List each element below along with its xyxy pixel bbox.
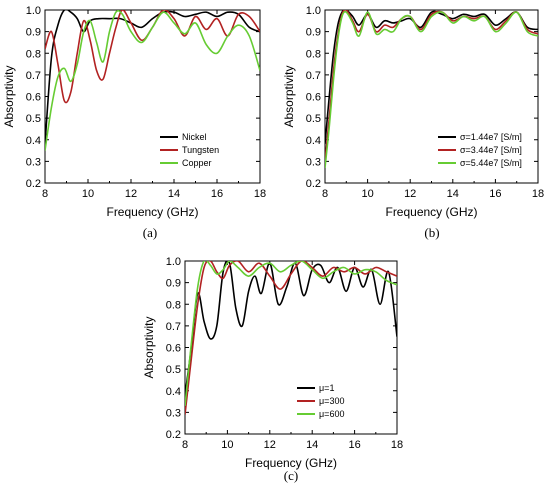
legend-label: μ=1 <box>319 383 334 393</box>
y-tick-label: 0.4 <box>166 386 181 398</box>
x-tick-label: 12 <box>125 188 137 200</box>
legend-label: σ=5.44e7 [S/m] <box>460 158 522 168</box>
x-tick-label: 18 <box>391 439 403 451</box>
x-tick-label: 8 <box>42 188 48 200</box>
y-tick-label: 0.5 <box>26 113 41 125</box>
y-tick-label: 0.7 <box>166 321 181 333</box>
y-tick-label: 0.8 <box>306 48 321 60</box>
series-line-3 <box>185 261 397 406</box>
chart-panel-3: 8 10 12 14 16 18 0.2 0.3 0.4 0.5 0.6 0.7 0.8 0.9 1.0 Fr… <box>142 256 403 483</box>
series-line-1 <box>45 10 260 145</box>
x-axis-label: Frequency (GHz) <box>385 205 477 219</box>
x-tick-label: 12 <box>264 439 276 451</box>
series-line-2 <box>185 261 397 415</box>
panel-label: (c) <box>284 468 298 483</box>
series-line-3 <box>45 10 260 151</box>
x-tick-label: 16 <box>211 188 223 200</box>
x-tick-label: 18 <box>532 188 544 200</box>
x-tick-label: 16 <box>489 188 501 200</box>
x-tick-label: 14 <box>168 188 180 200</box>
y-axis-label: Absorptivity <box>2 65 16 127</box>
series-line-3 <box>325 10 538 168</box>
y-tick-label: 0.7 <box>26 70 41 82</box>
chart-panel-2: 8 10 12 14 16 18 0.2 0.3 0.4 0.5 0.6 0.7 0.8 0.9 1.0 Fr… <box>282 5 544 240</box>
y-tick-label: 0.6 <box>306 92 321 104</box>
y-tick-label: 0.5 <box>306 113 321 125</box>
x-tick-label: 10 <box>82 188 94 200</box>
y-tick-label: 1.0 <box>306 5 321 17</box>
y-tick-label: 1.0 <box>166 256 181 268</box>
series-line-1 <box>185 261 397 396</box>
y-tick-label: 0.2 <box>306 178 321 190</box>
legend: Nickel Tungsten Copper <box>160 132 219 168</box>
y-tick-label: 0.4 <box>306 135 321 147</box>
y-tick-label: 0.3 <box>306 156 321 168</box>
panel-label: (b) <box>424 225 439 240</box>
y-tick-label: 0.3 <box>166 407 181 419</box>
y-tick-label: 0.5 <box>166 364 181 376</box>
y-tick-label: 0.9 <box>166 278 181 290</box>
legend-label: μ=600 <box>319 409 344 419</box>
y-axis-label: Absorptivity <box>142 316 156 378</box>
y-tick-label: 0.8 <box>26 48 41 60</box>
legend-label: Tungsten <box>182 145 219 155</box>
legend-label: Copper <box>182 158 212 168</box>
series-line-2 <box>45 10 260 104</box>
legend: σ=1.44e7 [S/m] σ=3.44e7 [S/m] σ=5.44e7 [S/… <box>438 132 522 168</box>
y-tick-label: 0.7 <box>306 70 321 82</box>
plot-frame <box>184 260 398 435</box>
y-tick-label: 0.3 <box>26 156 41 168</box>
chart-panel-1: 8 10 12 14 16 18 0.2 0.3 0.4 0.5 0.6 0.7 0.8 0.9 1.0 Fr… <box>2 5 266 240</box>
legend: μ=1 μ=300 μ=600 <box>297 383 344 419</box>
legend-label: Nickel <box>182 132 207 142</box>
legend-label: σ=3.44e7 [S/m] <box>460 145 522 155</box>
x-axis-label: Frequency (GHz) <box>106 205 198 219</box>
y-tick-label: 0.9 <box>26 27 41 39</box>
x-tick-label: 18 <box>254 188 266 200</box>
x-tick-label: 14 <box>306 439 318 451</box>
y-axis-label: Absorptivity <box>282 65 296 127</box>
y-tick-label: 1.0 <box>26 5 41 17</box>
legend-label: σ=1.44e7 [S/m] <box>460 132 522 142</box>
y-tick-label: 0.2 <box>26 178 41 190</box>
y-tick-label: 0.8 <box>166 299 181 311</box>
x-tick-label: 16 <box>348 439 360 451</box>
x-tick-label: 12 <box>404 188 416 200</box>
y-tick-label: 0.6 <box>26 92 41 104</box>
x-tick-label: 8 <box>182 439 188 451</box>
x-axis-label: Frequency (GHz) <box>245 456 337 470</box>
y-tick-label: 0.9 <box>306 27 321 39</box>
x-tick-label: 14 <box>447 188 459 200</box>
y-tick-label: 0.4 <box>26 135 41 147</box>
legend-label: μ=300 <box>319 396 344 406</box>
x-tick-label: 10 <box>361 188 373 200</box>
x-tick-label: 8 <box>322 188 328 200</box>
y-tick-label: 0.2 <box>166 429 181 441</box>
panel-label: (a) <box>143 225 157 240</box>
x-tick-label: 10 <box>221 439 233 451</box>
y-tick-label: 0.6 <box>166 343 181 355</box>
